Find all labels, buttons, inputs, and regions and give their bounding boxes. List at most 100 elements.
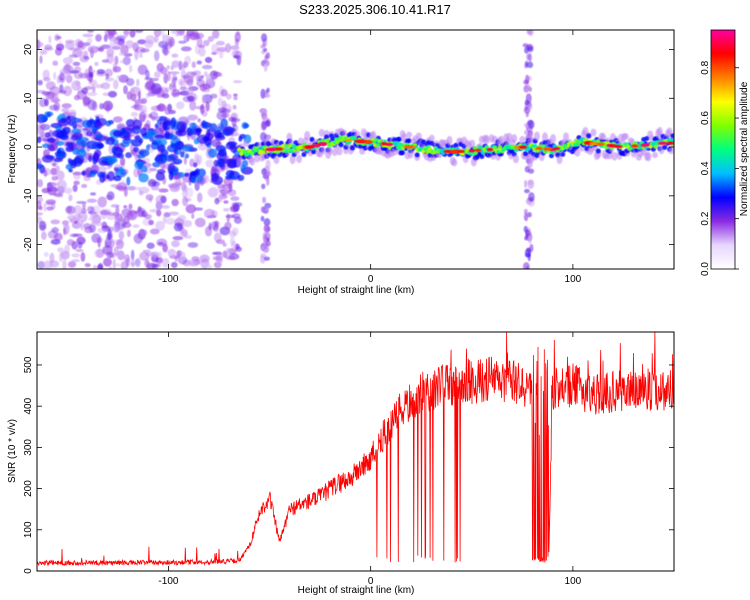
- spectrogram-cell: [186, 204, 196, 213]
- spectrogram-cell: [86, 198, 98, 203]
- spectrogram-cell: [82, 33, 94, 38]
- spectrogram-cell: [375, 142, 380, 147]
- spectrogram-cell: [180, 64, 186, 70]
- snr-xlabel: Height of straight line (km): [298, 585, 415, 596]
- spectrogram-cell: [114, 216, 120, 225]
- spectrogram-cell: [168, 211, 180, 216]
- spectrogram-cell: [216, 239, 226, 245]
- spectrogram-cell: [44, 98, 49, 107]
- spectrogram-cell: [99, 210, 110, 216]
- spectrogram-cell: [116, 75, 123, 79]
- spectrogram-cell: [53, 157, 63, 163]
- y-tick-label: 100: [23, 521, 34, 538]
- spectrogram-cell: [177, 252, 181, 259]
- spectrogram-cell: [326, 146, 333, 155]
- spectrogram-cell: [92, 205, 101, 216]
- spectrogram-cell: [563, 132, 570, 142]
- spectrogram-cell: [541, 132, 548, 143]
- spectrogram-cell: [668, 147, 674, 155]
- spectrogram-cell: [95, 153, 100, 163]
- spectrogram-cell: [525, 266, 530, 269]
- spectrogram-cell: [171, 60, 180, 68]
- spectrogram-cell: [528, 103, 533, 110]
- spectrogram-cell: [394, 141, 400, 146]
- spectrogram-cell: [50, 219, 61, 225]
- spectrogram-cell: [198, 47, 206, 57]
- spectrogram-cell: [657, 141, 668, 145]
- spectrogram-cell: [80, 220, 84, 231]
- spectrogram-cell: [336, 147, 343, 156]
- spectrogram-cell: [144, 213, 152, 220]
- spectrogram-cell: [96, 143, 105, 149]
- spectrogram-cell: [525, 112, 529, 118]
- spectrogram-cell: [194, 180, 200, 192]
- spectrogram-cell: [127, 229, 131, 238]
- spectrogram-cell: [207, 36, 214, 43]
- spectrogram-cell: [93, 264, 97, 269]
- spectrogram-cell: [123, 85, 128, 95]
- y-tick-label: 10: [23, 92, 34, 104]
- spectrogram-cell: [102, 245, 113, 255]
- spectrogram-cell: [186, 31, 190, 42]
- spectrogram-cell: [406, 138, 412, 144]
- spectrogram-cell: [542, 147, 553, 151]
- spectrogram-cell: [180, 46, 192, 52]
- spectrogram-cell: [121, 208, 132, 217]
- spectrogram-cell: [112, 258, 116, 269]
- spectrogram-cell: [525, 228, 529, 239]
- spectrogram-cell: [112, 223, 121, 233]
- spectrogram-cell: [220, 162, 226, 170]
- y-tick-label: -20: [23, 237, 34, 252]
- spectrogram-cell: [153, 30, 162, 37]
- spectrogram-cell: [225, 247, 231, 257]
- spectrogram-cell: [112, 116, 123, 123]
- spectrogram-cell: [154, 157, 165, 163]
- spectrogram-cell: [136, 234, 145, 239]
- spectrogram-cell: [254, 154, 261, 163]
- spectrogram-cell: [656, 126, 663, 137]
- spectrogram-cell: [146, 242, 155, 249]
- x-tick-label: 100: [565, 576, 582, 587]
- spectrogram-cell: [94, 248, 105, 259]
- spectrogram-cell: [118, 166, 124, 173]
- spectrogram-cell: [140, 229, 148, 236]
- spectrogram-cell: [324, 134, 330, 140]
- spectrogram-cell: [97, 171, 106, 178]
- spectrogram-cell: [161, 257, 170, 268]
- colorbar-tick-label: 0.2: [700, 211, 711, 225]
- spectrogram-cell: [132, 224, 140, 229]
- spectrogram-cell: [210, 139, 221, 148]
- spectrogram-cell: [301, 152, 307, 158]
- spectrogram-cell: [191, 174, 197, 184]
- spectrogram-cell: [164, 107, 172, 115]
- spectrogram-cell: [145, 35, 156, 45]
- spectrogram-cell: [320, 146, 327, 155]
- spectrogram-cell: [208, 222, 212, 231]
- spectrogram-cell: [108, 266, 113, 269]
- spectrogram-cell: [62, 57, 74, 65]
- spectrogram-cell: [39, 123, 51, 131]
- spectrogram-xlabel: Height of straight line (km): [298, 285, 415, 296]
- spectrogram-cell: [104, 166, 112, 170]
- x-tick-label: -100: [158, 576, 178, 587]
- spectrogram-cell: [109, 39, 116, 50]
- spectrogram-cell: [403, 145, 414, 149]
- x-tick-label: 100: [565, 274, 582, 285]
- spectrogram-cell: [132, 150, 139, 157]
- spectrogram-cell: [107, 30, 116, 37]
- spectrogram-cell: [370, 130, 377, 141]
- spectrogram-cell: [148, 113, 153, 119]
- spectrogram-cell: [61, 108, 70, 113]
- spectrogram-cell: [184, 172, 190, 177]
- spectrogram-cell: [187, 242, 199, 248]
- spectrogram-cell: [236, 158, 243, 168]
- spectrogram-cell: [89, 192, 97, 196]
- spectrogram-cell: [232, 213, 241, 219]
- spectrogram-cell: [64, 244, 70, 254]
- spectrogram-cell: [107, 171, 116, 182]
- spectrogram-cell: [511, 134, 518, 143]
- spectrogram-cell: [37, 136, 42, 144]
- spectrogram-cell: [156, 209, 162, 217]
- spectrogram-cell: [331, 148, 338, 157]
